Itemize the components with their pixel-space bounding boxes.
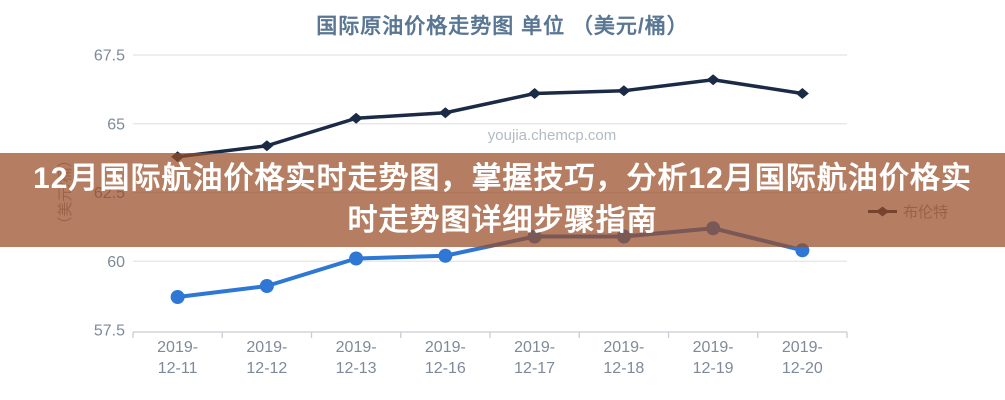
svg-text:youjia.chemcp.com: youjia.chemcp.com <box>488 127 616 144</box>
x-axis-labels: 2019-12-11 2019-12-12 2019-12-13 2019-12-16… <box>157 339 823 377</box>
banner-text-line-2: 时走势图详细步骤指南 <box>347 204 658 237</box>
svg-text:2019-12-19: 2019-12-19 <box>693 339 734 377</box>
svg-text:2019-12-17: 2019-12-17 <box>514 339 555 377</box>
svg-text:60: 60 <box>107 254 125 271</box>
overlay-banner: 12月国际航油价格实时走势图，掌握技巧，分析12月国际航油价格实 时走势图详细步… <box>0 153 1005 247</box>
svg-text:2019-12-11: 2019-12-11 <box>157 339 198 377</box>
svg-text:57.5: 57.5 <box>94 323 125 340</box>
svg-text:2019-12-16: 2019-12-16 <box>425 339 466 377</box>
svg-text:65: 65 <box>107 116 125 133</box>
watermark: youjia.chemcp.com <box>488 127 616 144</box>
chart-title: 国际原油价格走势图 单位 （美元/桶） <box>316 15 689 38</box>
svg-text:2019-12-18: 2019-12-18 <box>603 339 644 377</box>
svg-text:2019-12-20: 2019-12-20 <box>782 339 823 377</box>
svg-text:2019-12-12: 2019-12-12 <box>246 339 287 377</box>
series-布伦特 <box>171 74 809 163</box>
svg-text:67.5: 67.5 <box>94 48 125 65</box>
x-axis-line <box>132 331 848 338</box>
svg-text:2019-12-13: 2019-12-13 <box>336 339 377 377</box>
banner-text-line-1: 12月国际航油价格实时走势图，掌握技巧，分析12月国际航油价格实 <box>33 162 972 195</box>
